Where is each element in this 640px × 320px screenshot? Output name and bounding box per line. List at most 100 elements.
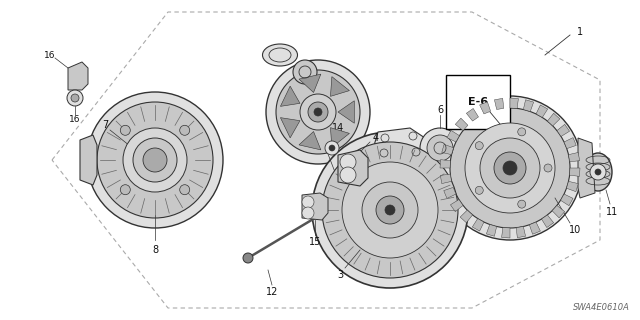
- Polygon shape: [467, 108, 479, 121]
- Circle shape: [120, 125, 131, 135]
- Circle shape: [590, 164, 606, 180]
- Text: 2: 2: [337, 182, 343, 192]
- Polygon shape: [479, 102, 491, 114]
- Circle shape: [87, 92, 223, 228]
- Circle shape: [340, 154, 356, 170]
- Circle shape: [595, 169, 601, 175]
- Polygon shape: [547, 113, 560, 126]
- Polygon shape: [536, 105, 548, 117]
- Text: E-6: E-6: [468, 97, 488, 107]
- Circle shape: [438, 96, 582, 240]
- Ellipse shape: [262, 44, 298, 66]
- Polygon shape: [338, 101, 355, 123]
- Text: 6: 6: [437, 105, 443, 115]
- Text: 16: 16: [44, 51, 56, 60]
- Circle shape: [293, 60, 317, 84]
- Text: SWA4E0610A: SWA4E0610A: [573, 303, 630, 312]
- Polygon shape: [373, 128, 425, 159]
- Text: 4: 4: [373, 133, 379, 143]
- Polygon shape: [495, 98, 504, 109]
- Circle shape: [544, 164, 552, 172]
- Text: 1: 1: [577, 27, 583, 37]
- Text: 16: 16: [69, 116, 81, 124]
- Text: 3: 3: [337, 270, 343, 280]
- Polygon shape: [561, 194, 573, 206]
- Polygon shape: [444, 188, 456, 198]
- Polygon shape: [338, 150, 368, 186]
- Circle shape: [300, 94, 336, 130]
- Circle shape: [302, 207, 314, 219]
- Circle shape: [476, 186, 483, 194]
- Circle shape: [325, 141, 339, 155]
- Circle shape: [312, 132, 468, 288]
- Polygon shape: [524, 100, 534, 112]
- Polygon shape: [568, 152, 580, 162]
- Circle shape: [518, 128, 525, 136]
- Polygon shape: [440, 174, 451, 184]
- Circle shape: [476, 142, 483, 150]
- Polygon shape: [510, 98, 518, 108]
- Polygon shape: [68, 62, 88, 90]
- Polygon shape: [564, 138, 576, 148]
- Text: 12: 12: [266, 287, 278, 297]
- Polygon shape: [299, 132, 321, 150]
- Circle shape: [362, 182, 418, 238]
- Circle shape: [420, 128, 460, 168]
- Circle shape: [342, 162, 438, 258]
- Circle shape: [276, 70, 360, 154]
- Circle shape: [518, 200, 525, 208]
- Circle shape: [385, 205, 395, 215]
- Circle shape: [180, 125, 189, 135]
- Circle shape: [340, 167, 356, 183]
- Circle shape: [67, 90, 83, 106]
- Polygon shape: [330, 76, 349, 96]
- Circle shape: [322, 142, 458, 278]
- Text: 7: 7: [102, 120, 108, 130]
- Circle shape: [133, 138, 177, 182]
- Circle shape: [376, 196, 404, 224]
- Polygon shape: [486, 224, 497, 236]
- Circle shape: [243, 253, 253, 263]
- Text: 11: 11: [606, 207, 618, 217]
- Circle shape: [465, 123, 555, 213]
- Polygon shape: [455, 118, 468, 131]
- Polygon shape: [516, 227, 525, 238]
- Circle shape: [450, 108, 570, 228]
- Polygon shape: [557, 124, 570, 136]
- Polygon shape: [302, 193, 328, 220]
- Polygon shape: [451, 200, 463, 212]
- Circle shape: [97, 102, 213, 218]
- Polygon shape: [502, 228, 510, 238]
- Polygon shape: [80, 135, 97, 185]
- Polygon shape: [299, 74, 321, 92]
- Circle shape: [427, 135, 453, 161]
- Circle shape: [123, 128, 187, 192]
- Circle shape: [494, 152, 526, 184]
- Circle shape: [143, 148, 167, 172]
- Polygon shape: [529, 222, 540, 234]
- Polygon shape: [440, 160, 451, 168]
- Circle shape: [314, 108, 322, 116]
- Circle shape: [480, 138, 540, 198]
- Polygon shape: [570, 168, 580, 176]
- Polygon shape: [460, 210, 472, 223]
- Polygon shape: [442, 144, 454, 155]
- Circle shape: [503, 161, 517, 175]
- Polygon shape: [280, 86, 300, 106]
- Circle shape: [302, 196, 314, 208]
- Text: 10: 10: [569, 225, 581, 235]
- Polygon shape: [330, 128, 349, 148]
- Polygon shape: [578, 138, 595, 198]
- Polygon shape: [472, 219, 484, 231]
- Ellipse shape: [584, 153, 612, 191]
- Polygon shape: [552, 205, 564, 218]
- Polygon shape: [566, 181, 579, 192]
- Text: 8: 8: [152, 245, 158, 255]
- Circle shape: [180, 185, 189, 195]
- Text: 14: 14: [332, 123, 344, 133]
- Text: 15: 15: [309, 237, 321, 247]
- Polygon shape: [280, 118, 300, 138]
- Circle shape: [308, 102, 328, 122]
- Polygon shape: [447, 130, 460, 142]
- Circle shape: [266, 60, 370, 164]
